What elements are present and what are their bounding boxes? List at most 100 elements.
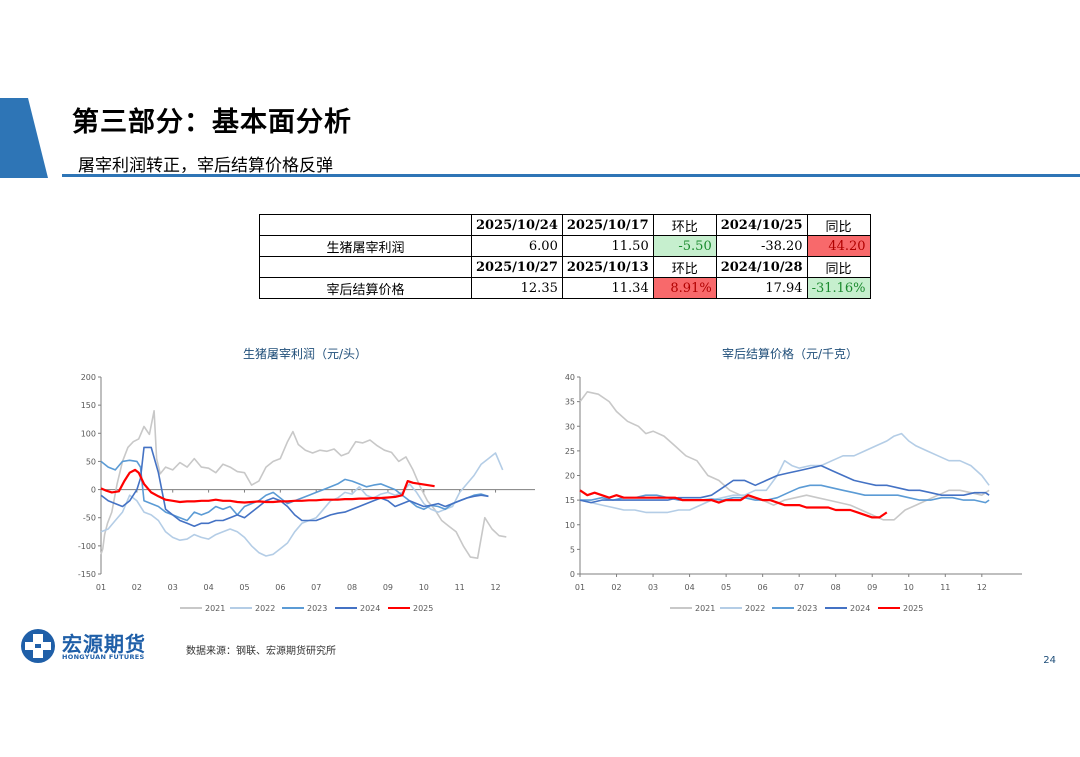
table-cell: 17.94 <box>715 277 808 299</box>
y-tick-label: 0 <box>91 486 96 495</box>
y-tick-label: 40 <box>565 373 575 382</box>
series-line-2024 <box>100 446 489 527</box>
y-tick-label: 25 <box>565 447 575 456</box>
profit-chart: 生猪屠宰利润（元/头） 200 150 100 50 0 -50 -100 -150 01 02 0… <box>60 345 550 620</box>
table-cell: 44.20 <box>806 235 871 257</box>
legend-label-2021: 2021 <box>695 604 715 613</box>
table-cell: 6.00 <box>471 235 563 257</box>
page-title: 第三部分：基本面分析 <box>72 107 352 138</box>
legend-label-2024: 2024 <box>850 604 870 613</box>
table-cell: 2024/10/25 <box>715 214 808 236</box>
legend-label-2021: 2021 <box>205 604 225 613</box>
legend-label-2022: 2022 <box>255 604 275 613</box>
table-row: 2025/10/24 2025/10/17 环比 2024/10/25 同比 <box>259 214 871 236</box>
x-tick-label: 10 <box>419 583 429 592</box>
y-tick-label: 5 <box>570 545 575 554</box>
table-row: 生猪屠宰利润 6.00 11.50 -5.50 -38.20 44.20 <box>259 235 871 257</box>
y-tick-label: 15 <box>565 496 575 505</box>
table-cell: 环比 <box>652 214 717 236</box>
table-cell: 同比 <box>806 214 871 236</box>
x-tick-label: 08 <box>347 583 357 592</box>
x-tick-label: 04 <box>684 583 694 592</box>
x-tick-label: 01 <box>575 583 585 592</box>
x-tick-label: 05 <box>721 583 731 592</box>
logo-text-en: HONGYUAN FUTURES <box>62 653 145 661</box>
y-tick-label: -50 <box>83 514 96 523</box>
table-cell <box>259 256 472 278</box>
x-tick-label: 12 <box>490 583 500 592</box>
chart-plot: 40 35 30 25 20 15 10 5 001 02 03 04 05 06 07 08 09 10 11 12… <box>565 373 1022 613</box>
x-tick-label: 03 <box>168 583 178 592</box>
y-tick-label: 100 <box>81 429 96 438</box>
x-tick-label: 11 <box>940 583 950 592</box>
table-cell: 12.35 <box>471 277 563 299</box>
table-cell: 11.50 <box>561 235 654 257</box>
x-tick-label: 11 <box>455 583 465 592</box>
y-tick-label: 10 <box>565 521 575 530</box>
legend-label-2022: 2022 <box>745 604 765 613</box>
table-cell: 2025/10/27 <box>471 256 563 278</box>
table-row: 2025/10/27 2025/10/13 环比 2024/10/28 同比 <box>259 256 871 278</box>
x-tick-label: 06 <box>275 583 285 592</box>
y-tick-label: 50 <box>86 457 96 466</box>
chart-title: 生猪屠宰利润（元/头） <box>242 347 368 361</box>
table-cell: 2024/10/28 <box>715 256 808 278</box>
chart-title: 宰后结算价格（元/千克） <box>721 347 859 361</box>
y-tick-label: 30 <box>565 422 575 431</box>
x-tick-label: 02 <box>132 583 142 592</box>
legend-label-2023: 2023 <box>797 604 817 613</box>
x-tick-label: 06 <box>758 583 768 592</box>
table-cell: 生猪屠宰利润 <box>259 235 472 257</box>
y-tick-label: 200 <box>81 373 96 382</box>
series-line-2023 <box>580 484 990 504</box>
table-cell <box>259 214 472 236</box>
x-tick-label: 01 <box>96 583 106 592</box>
table-cell: 11.34 <box>561 277 654 299</box>
table-cell: 同比 <box>806 256 871 278</box>
y-tick-label: -150 <box>78 570 96 579</box>
series-line-2021 <box>100 410 507 559</box>
x-tick-label: 05 <box>239 583 249 592</box>
table-cell: -38.20 <box>715 235 808 257</box>
data-source-note: 数据来源：钢联、宏源期货研究所 <box>186 646 336 657</box>
summary-table: 2025/10/24 2025/10/17 环比 2024/10/25 同比 生… <box>259 214 871 299</box>
x-tick-label: 09 <box>383 583 393 592</box>
legend-label-2025: 2025 <box>413 604 433 613</box>
header-accent-shape <box>0 98 48 178</box>
x-tick-label: 02 <box>611 583 621 592</box>
table-cell: -5.50 <box>652 235 717 257</box>
table-cell: 2025/10/17 <box>561 214 654 236</box>
y-tick-label: 35 <box>565 398 575 407</box>
x-tick-label: 03 <box>648 583 658 592</box>
logo-mark-icon <box>21 629 55 663</box>
table-cell: 宰后结算价格 <box>259 277 472 299</box>
table-cell: 2025/10/13 <box>561 256 654 278</box>
x-tick-label: 07 <box>311 583 321 592</box>
y-tick-label: -100 <box>78 542 96 551</box>
logo-text-cn: 宏源期货 <box>62 632 146 656</box>
header-divider <box>62 174 1080 177</box>
table-cell: 2025/10/24 <box>471 214 563 236</box>
x-tick-label: 07 <box>794 583 804 592</box>
table-cell: 环比 <box>652 256 717 278</box>
series-line-2022 <box>100 452 504 557</box>
legend-label-2025: 2025 <box>903 604 923 613</box>
settlement-price-chart: 宰后结算价格（元/千克） 40 35 30 25 20 15 10 5 0 01 02 03 04 05 0… <box>540 345 1040 620</box>
x-tick-label: 04 <box>204 583 214 592</box>
y-tick-label: 0 <box>570 570 575 579</box>
table-cell: -31.16% <box>806 277 871 299</box>
series-line-2022 <box>579 432 990 514</box>
table-row: 宰后结算价格 12.35 11.34 8.91% 17.94 -31.16% <box>259 277 871 299</box>
page-number: 24 <box>1043 655 1056 666</box>
page-subtitle: 屠宰利润转正，宰后结算价格反弹 <box>78 156 333 176</box>
x-tick-label: 10 <box>904 583 914 592</box>
x-tick-label: 12 <box>977 583 987 592</box>
x-tick-label: 08 <box>831 583 841 592</box>
table-cell: 8.91% <box>652 277 717 299</box>
y-tick-label: 150 <box>81 401 96 410</box>
legend-label-2024: 2024 <box>360 604 380 613</box>
legend-label-2023: 2023 <box>307 604 327 613</box>
series-line-2025 <box>579 489 888 519</box>
series-line-2024 <box>579 464 990 504</box>
